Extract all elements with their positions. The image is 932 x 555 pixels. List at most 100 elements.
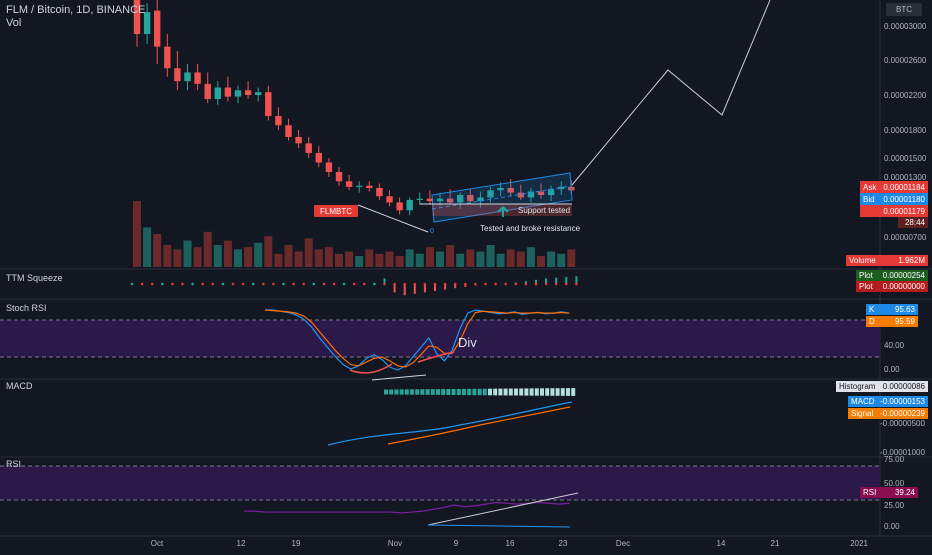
price-tick: 0.00001300 xyxy=(884,173,927,182)
volume-bar xyxy=(244,247,253,267)
candle-body xyxy=(285,125,292,137)
squeeze-dot xyxy=(312,282,316,286)
volume-bar xyxy=(547,251,556,267)
candle-body xyxy=(396,202,403,211)
volume-bar xyxy=(193,247,202,267)
volume-bar xyxy=(173,249,182,267)
squeeze-bar xyxy=(545,278,548,284)
squeeze-bar xyxy=(403,284,406,296)
squeeze-dot xyxy=(201,282,204,286)
macd-histogram-bar xyxy=(534,388,539,396)
symbol-title[interactable]: FLM / Bitcoin, 1D, BINANCE xyxy=(6,4,146,16)
squeeze-dot xyxy=(383,282,386,286)
volume-bar xyxy=(395,256,404,267)
volume-bar xyxy=(143,227,152,267)
squeeze-dot xyxy=(302,282,306,286)
symbol-tag-text: FLMBTC xyxy=(320,207,352,216)
volume-bar xyxy=(153,234,162,267)
rsi-band xyxy=(0,466,880,500)
squeeze-dot xyxy=(292,282,295,286)
macd-histogram-bar xyxy=(384,389,388,395)
macd-histogram-bar xyxy=(462,388,466,396)
time-tick: 21 xyxy=(771,539,780,548)
stoch-pane: Stoch RSI Div xyxy=(0,303,880,381)
squeeze-dot xyxy=(211,282,215,286)
signal-bg xyxy=(848,408,928,419)
squeeze-dot xyxy=(231,282,235,286)
volume-pane xyxy=(133,201,576,267)
macd-pane: MACD xyxy=(6,381,576,446)
stoch-d-label: D xyxy=(869,317,875,326)
support-annotation: Support tested xyxy=(518,206,570,215)
candle-body xyxy=(477,197,484,202)
candle-body xyxy=(426,198,434,202)
squeeze-dot xyxy=(322,282,326,286)
signal-line xyxy=(387,406,571,445)
candle-body xyxy=(467,195,474,202)
time-tick: Oct xyxy=(151,539,164,548)
candle-body xyxy=(527,191,535,198)
signal-value: -0.00000239 xyxy=(880,409,925,418)
price-pane xyxy=(133,0,575,216)
macd-histogram-bar xyxy=(436,389,440,395)
volume-bar xyxy=(516,251,525,267)
macd-histogram-bar xyxy=(472,388,477,396)
macd-histogram-bar xyxy=(477,388,482,396)
rsi-trendline xyxy=(427,492,579,526)
squeeze-bar xyxy=(423,284,426,293)
divergence-line xyxy=(371,374,427,381)
candle-body xyxy=(537,191,545,196)
volume-bar xyxy=(476,251,485,267)
trend-line xyxy=(357,204,429,233)
rsi-pane: RSI xyxy=(0,459,880,528)
squeeze-bar xyxy=(434,284,436,291)
candle-body xyxy=(174,68,181,82)
rsi-line xyxy=(244,501,570,514)
squeeze-dot xyxy=(272,282,275,286)
candle-body xyxy=(356,185,363,187)
macd-tick: -0.00000500 xyxy=(880,419,925,428)
stoch-tick: 40.00 xyxy=(884,341,905,350)
signal-label: Signal xyxy=(851,409,873,418)
squeeze-dot xyxy=(504,282,508,286)
candle-body xyxy=(184,72,191,82)
volume-bar xyxy=(314,249,323,267)
candle-body xyxy=(234,90,242,97)
time-tick: Nov xyxy=(388,539,402,548)
rsi-tag-label: RSI xyxy=(863,488,876,497)
ttm-title: TTM Squeeze xyxy=(6,273,63,283)
symbol-tag xyxy=(314,205,358,217)
macd-histogram-bar xyxy=(508,388,513,396)
countdown-bg xyxy=(898,217,928,228)
macd-histogram-bar xyxy=(430,389,435,395)
plot1-value: 0.00000254 xyxy=(883,271,926,280)
squeeze-dot xyxy=(262,282,265,286)
plot2-label: Plot xyxy=(859,282,874,291)
candle-body xyxy=(154,10,161,47)
candle-body xyxy=(416,198,423,200)
pivot-label: 0 xyxy=(430,228,434,235)
projection-line xyxy=(571,0,771,186)
squeeze-dot xyxy=(403,282,407,286)
candle-body xyxy=(457,195,464,203)
price-tick: 0.00002200 xyxy=(884,91,927,100)
volume-legend: Vol xyxy=(6,17,22,29)
volume-bar xyxy=(415,253,424,267)
squeeze-dot xyxy=(342,282,346,286)
squeeze-dot xyxy=(443,282,447,286)
squeeze-dot xyxy=(221,282,225,286)
squeeze-dot xyxy=(494,282,497,286)
volume-bar xyxy=(183,240,192,267)
candle-body xyxy=(255,92,262,95)
candle-body xyxy=(497,187,504,191)
squeeze-dot xyxy=(474,282,477,286)
macd-histogram-bar xyxy=(482,388,487,396)
stoch-band xyxy=(0,320,880,357)
stoch-low-arc xyxy=(417,351,455,363)
macd-line-bg xyxy=(848,396,928,407)
macd-histogram-bar xyxy=(467,388,472,396)
squeeze-dot xyxy=(534,282,538,286)
squeeze-bar xyxy=(575,276,578,284)
